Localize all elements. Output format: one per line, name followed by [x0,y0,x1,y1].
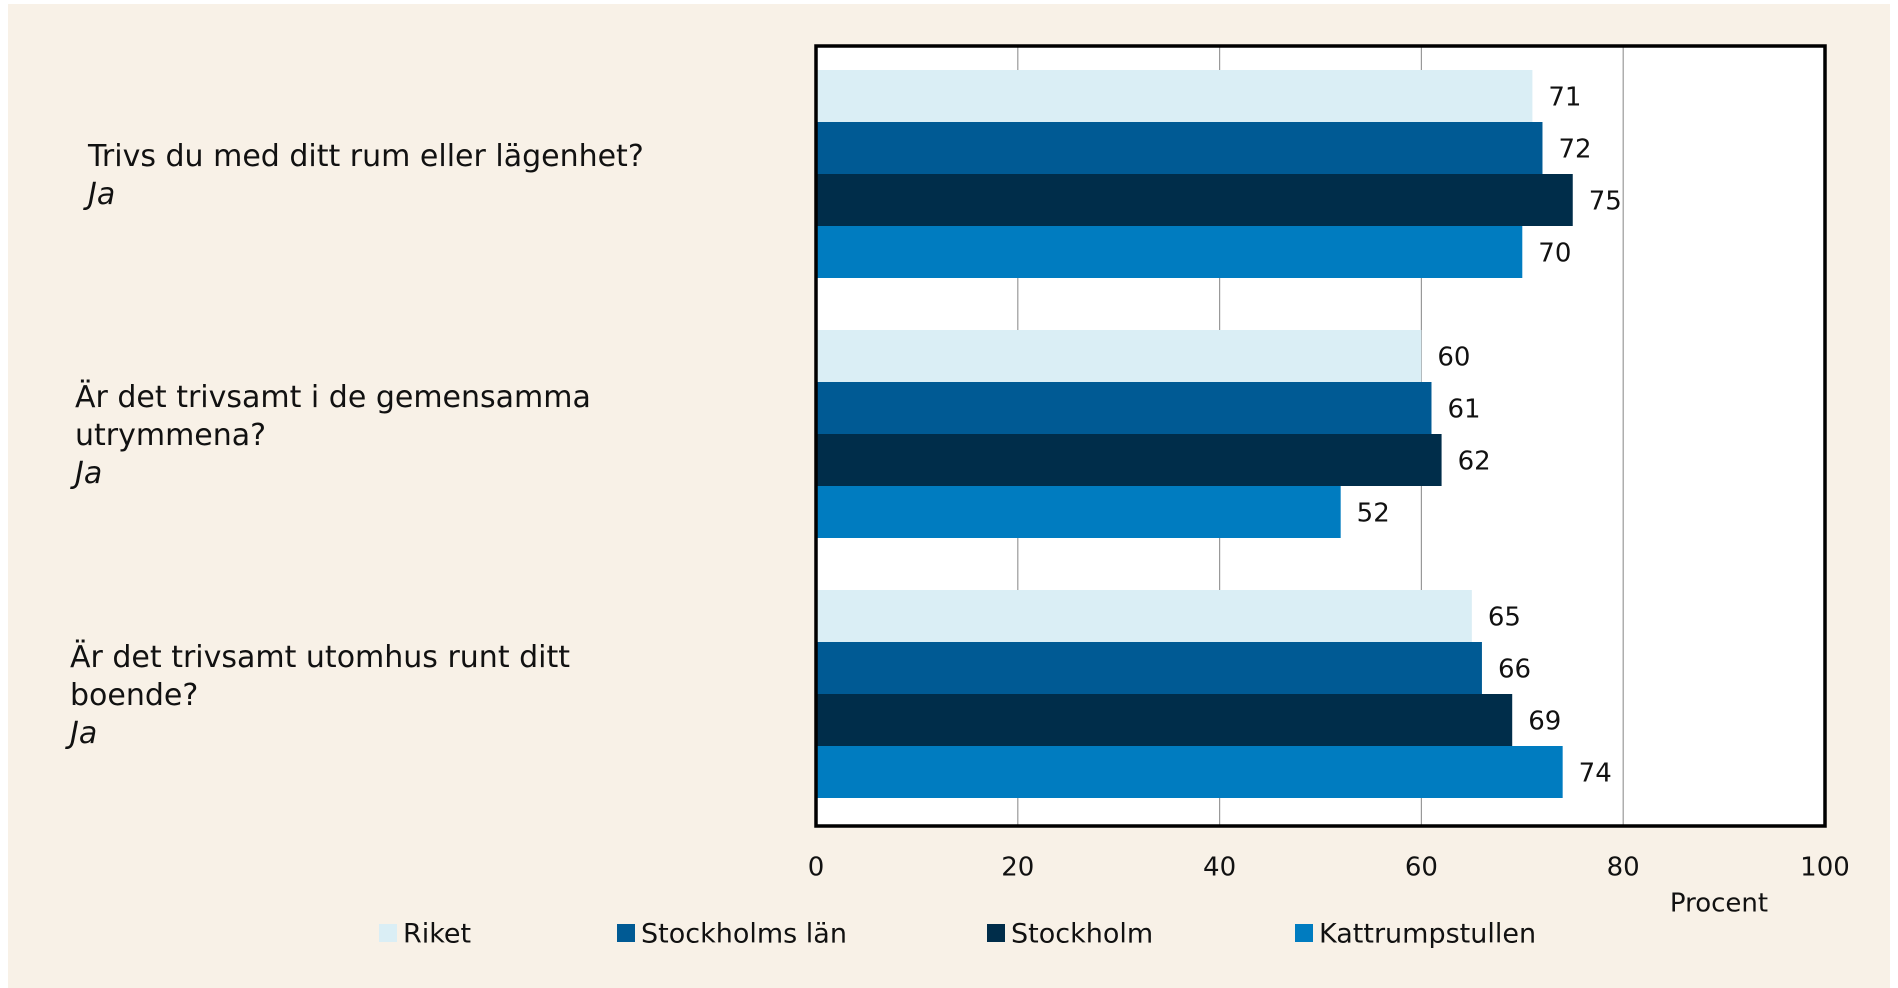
bar [816,486,1341,538]
category-text: Är det trivsamt utomhus runt ditt boende… [70,640,571,713]
x-tick-label: 60 [1405,853,1438,883]
category-label: Trivs du med ditt rum eller lägenhet? Ja [88,138,648,214]
category-answer: Ja [70,716,98,751]
value-label: 75 [1589,187,1622,217]
value-label: 74 [1579,759,1612,789]
bar [816,746,1563,798]
value-label: 66 [1498,655,1531,685]
bar [816,330,1422,382]
x-tick-label: 100 [1800,853,1850,883]
x-tick-label: 40 [1203,853,1236,883]
bar [816,382,1432,434]
value-label: 71 [1548,83,1581,113]
plot-border [814,44,1827,828]
category-label: Är det trivsamt i de gemensamma utrymmen… [75,379,635,493]
bar [816,226,1523,278]
legend-label: Stockholms län [641,919,847,950]
bar [816,694,1513,746]
x-tick-label: 80 [1607,853,1640,883]
legend-swatch [1295,924,1313,942]
legend-swatch [987,924,1005,942]
value-label: 62 [1458,447,1491,477]
bar [816,642,1482,694]
value-label: 61 [1447,395,1480,425]
value-label: 70 [1538,239,1571,269]
x-tick-label: 0 [808,853,825,883]
value-label: 72 [1558,135,1591,165]
bar [816,434,1442,486]
x-axis-label: Procent [1670,889,1768,919]
value-label: 60 [1437,343,1470,373]
legend-label: Kattrumpstullen [1319,919,1536,950]
category-text: Trivs du med ditt rum eller lägenhet? [88,139,644,174]
category-label: Är det trivsamt utomhus runt ditt boende… [70,639,630,753]
legend-swatch [617,924,635,942]
bar [816,122,1543,174]
x-tick-label: 20 [1001,853,1034,883]
legend-label: Riket [403,919,471,950]
bar [816,590,1472,642]
legend-swatch [379,924,397,942]
value-label: 52 [1357,499,1390,529]
category-answer: Ja [88,177,116,212]
bar [816,70,1533,122]
bar [816,174,1573,226]
category-text: Är det trivsamt i de gemensamma utrymmen… [75,380,591,453]
category-answer: Ja [75,456,103,491]
legend-label: Stockholm [1011,919,1153,950]
value-label: 65 [1488,603,1521,633]
value-label: 69 [1528,707,1561,737]
